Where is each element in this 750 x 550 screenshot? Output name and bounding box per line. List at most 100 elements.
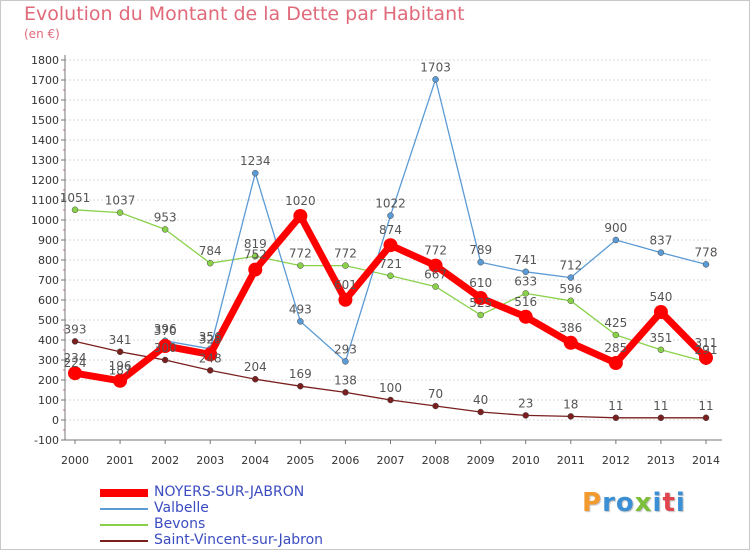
data-point <box>657 346 665 354</box>
data-point <box>522 268 529 276</box>
legend-item-valbelle: Valbelle <box>100 500 420 516</box>
logo-letter: x <box>634 488 653 518</box>
data-label: 11 <box>653 399 668 413</box>
legend-label-bevons: Bevons <box>154 516 206 532</box>
data-point <box>342 358 349 365</box>
data-label: 40 <box>473 393 488 407</box>
data-label: 196 <box>109 359 132 373</box>
data-label: 341 <box>109 333 132 347</box>
x-tick-label: 2000 <box>61 454 89 467</box>
x-tick-label: 2006 <box>331 454 359 467</box>
data-point <box>342 389 349 396</box>
y-tick-label: 800 <box>38 254 59 267</box>
data-point <box>113 373 128 388</box>
data-point <box>387 272 394 280</box>
data-point <box>293 209 308 223</box>
data-point <box>567 413 575 420</box>
x-tick-label: 2011 <box>557 454 585 467</box>
logo-letter: o <box>615 488 635 518</box>
data-label: 1037 <box>105 194 136 208</box>
data-point <box>342 262 349 269</box>
data-label: 370 <box>154 324 177 338</box>
legend-item-noyers: NOYERS-SUR-JABRON <box>100 484 420 500</box>
proxiti-logo: Proxiti <box>582 488 686 518</box>
data-point <box>158 339 173 353</box>
data-label: 819 <box>244 237 267 251</box>
legend-swatch-valbelle <box>100 508 148 510</box>
legend-swatch-bevons <box>100 524 148 526</box>
x-tick-label: 2003 <box>196 454 224 467</box>
data-label: 293 <box>334 342 357 356</box>
y-tick-label: 1500 <box>31 114 59 127</box>
data-point <box>297 318 304 325</box>
logo-letter: P <box>582 488 603 518</box>
x-tick-label: 2007 <box>377 454 405 467</box>
data-label: 633 <box>514 274 537 288</box>
data-label: 721 <box>379 257 402 271</box>
legend-item-saint-vincent: Saint-Vincent-sur-Jabron <box>100 532 420 548</box>
logo-letter: i <box>675 488 686 518</box>
data-label: 525 <box>469 296 492 310</box>
data-label: 70 <box>428 387 443 401</box>
data-point <box>522 290 529 297</box>
data-label: 493 <box>289 302 312 316</box>
data-label: 11 <box>608 399 623 413</box>
legend-label-noyers: NOYERS-SUR-JABRON <box>154 484 305 500</box>
logo-letter: r <box>602 488 616 518</box>
x-tick-label: 2002 <box>151 454 179 467</box>
data-label: 789 <box>469 243 492 257</box>
data-label: 772 <box>334 247 357 261</box>
data-label: 874 <box>379 223 402 237</box>
data-point <box>432 76 439 83</box>
logo-letter: i <box>652 488 663 518</box>
data-label: 953 <box>154 210 177 224</box>
y-tick-label: 1200 <box>31 174 59 187</box>
data-point <box>612 331 620 339</box>
data-label: 900 <box>604 221 627 235</box>
data-point <box>252 375 259 383</box>
data-point <box>567 297 575 305</box>
data-label: 712 <box>559 259 582 273</box>
data-label: 540 <box>649 290 672 304</box>
data-label: 100 <box>379 381 402 395</box>
chart-title: Evolution du Montant de la Dette par Hab… <box>24 3 465 25</box>
data-label: 11 <box>698 399 713 413</box>
data-label: 1234 <box>240 154 271 168</box>
y-tick-label: -100 <box>34 434 59 447</box>
x-tick-label: 2001 <box>106 454 134 467</box>
data-point <box>608 356 623 370</box>
y-tick-label: 900 <box>38 234 59 247</box>
data-point <box>477 311 484 319</box>
data-label: 248 <box>199 351 222 365</box>
data-point <box>522 412 529 419</box>
data-label: 741 <box>514 253 537 267</box>
legend: NOYERS-SUR-JABRON Valbelle Bevons Saint-… <box>100 484 420 548</box>
legend-label-valbelle: Valbelle <box>154 500 209 516</box>
legend-label-saint-vincent: Saint-Vincent-sur-Jabron <box>154 532 324 548</box>
x-tick-label: 2008 <box>422 454 450 467</box>
data-label: 784 <box>199 244 222 258</box>
data-point <box>699 350 713 365</box>
y-tick-label: 700 <box>38 274 59 287</box>
logo-letter: t <box>662 488 676 518</box>
data-point <box>116 348 124 356</box>
y-tick-label: 0 <box>52 414 59 427</box>
data-point <box>248 262 263 277</box>
data-label: 138 <box>334 373 357 387</box>
data-label: 772 <box>424 244 447 258</box>
legend-item-bevons: Bevons <box>100 516 420 532</box>
legend-swatch-noyers <box>100 489 148 497</box>
data-label: 224 <box>64 356 87 370</box>
y-tick-label: 1800 <box>31 54 59 67</box>
data-point <box>71 338 79 345</box>
data-point <box>252 252 259 260</box>
x-tick-label: 2005 <box>286 454 314 467</box>
x-tick-label: 2004 <box>241 454 269 467</box>
data-label: 204 <box>244 360 267 374</box>
data-label: 351 <box>649 331 672 345</box>
data-label: 1703 <box>420 60 451 74</box>
data-label: 311 <box>695 336 718 350</box>
y-tick-label: 200 <box>38 374 59 387</box>
data-point <box>702 261 710 268</box>
data-label: 752 <box>244 248 267 262</box>
